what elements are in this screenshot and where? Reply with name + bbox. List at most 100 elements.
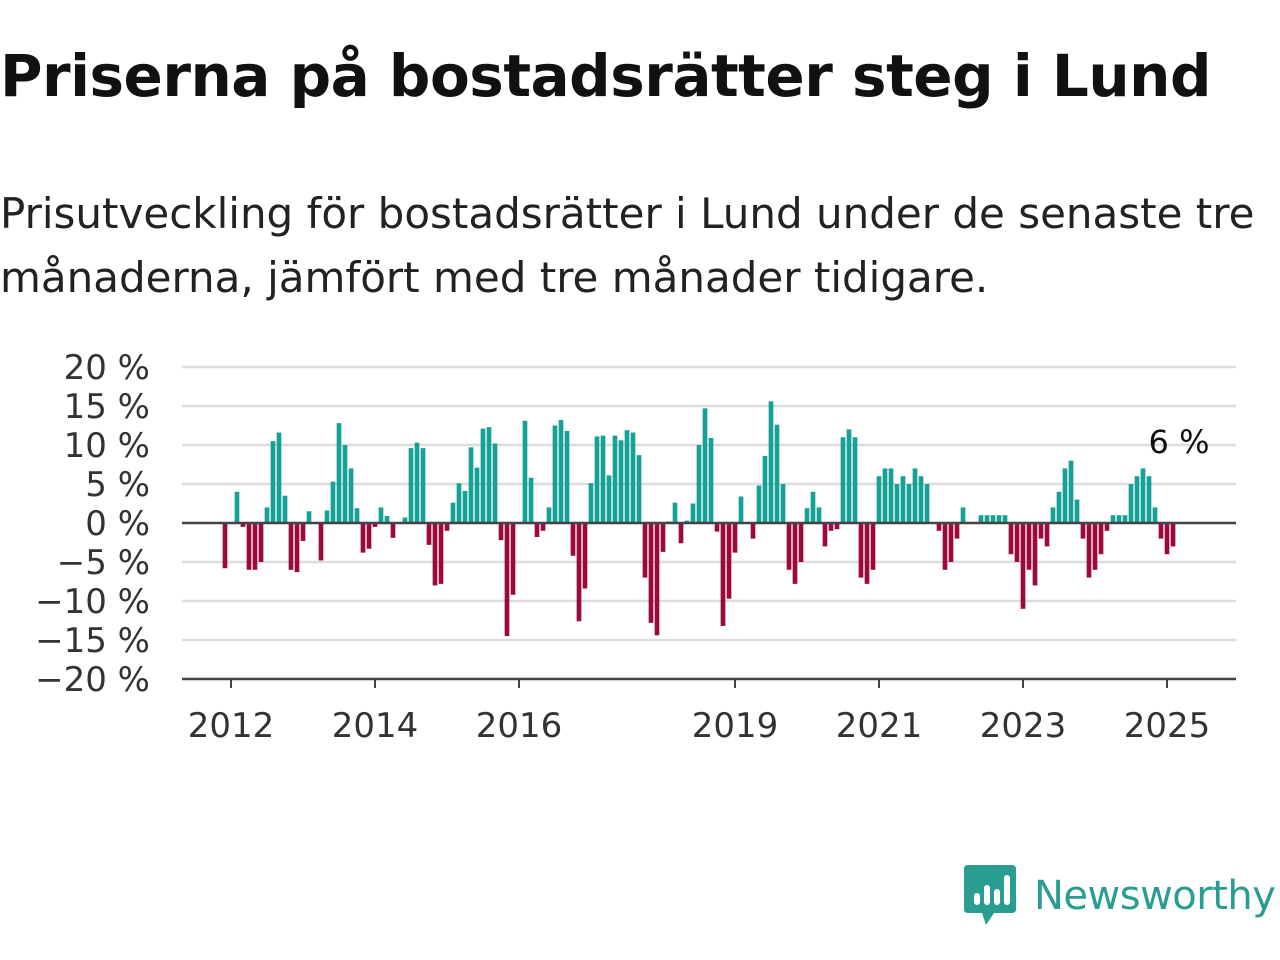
bar	[372, 523, 378, 527]
bar	[258, 523, 264, 562]
bar	[252, 523, 258, 570]
bar	[378, 507, 384, 523]
bar	[612, 435, 618, 523]
bar	[1092, 523, 1098, 570]
bar	[1074, 499, 1080, 523]
bar	[954, 523, 960, 539]
bar	[570, 523, 576, 556]
bar	[390, 523, 396, 538]
bar	[762, 455, 768, 523]
bar	[1014, 523, 1020, 562]
bar	[726, 523, 732, 599]
bar	[540, 523, 546, 531]
bar	[696, 445, 702, 523]
bar	[984, 515, 990, 523]
bar	[582, 523, 588, 589]
bar	[1122, 515, 1128, 523]
bar	[486, 427, 492, 523]
y-tick-label: 20 %	[64, 348, 150, 388]
bar	[1116, 515, 1122, 523]
bar	[576, 523, 582, 622]
bar	[1158, 523, 1164, 539]
y-tick-label: −15 %	[35, 621, 150, 661]
y-axis: 20 %15 %10 %5 %0 %−5 %−10 %−15 %−20 %	[35, 348, 150, 700]
bar	[672, 502, 678, 523]
bar	[264, 507, 270, 523]
bar	[1104, 523, 1110, 531]
bar	[1026, 523, 1032, 570]
x-tick-label: 2021	[836, 706, 923, 746]
value-annotation: 6 %	[1149, 423, 1210, 461]
chart-title: Priserna på bostadsrätter steg i Lund	[0, 42, 1211, 110]
bar	[690, 503, 696, 523]
bar	[456, 483, 462, 523]
bar	[636, 455, 642, 523]
bar	[318, 523, 324, 561]
bar	[702, 408, 708, 523]
bar	[414, 442, 420, 523]
bar	[1110, 515, 1116, 523]
bar	[366, 523, 372, 549]
bar	[300, 523, 306, 541]
bar	[786, 523, 792, 570]
x-tick-label: 2016	[476, 706, 563, 746]
bar	[354, 508, 360, 523]
bar	[294, 523, 300, 573]
bar	[546, 507, 552, 523]
bar	[918, 476, 924, 523]
bar	[1044, 523, 1050, 547]
bar	[450, 502, 456, 523]
y-tick-label: −10 %	[35, 582, 150, 622]
bar	[1008, 523, 1014, 555]
bar	[606, 475, 612, 523]
y-tick-label: 5 %	[85, 465, 150, 505]
bar	[462, 491, 468, 523]
bar	[240, 523, 246, 527]
bar	[630, 432, 636, 523]
bar	[768, 401, 774, 523]
bar	[828, 523, 834, 531]
bar	[1134, 476, 1140, 523]
bar	[846, 429, 852, 523]
bar	[438, 523, 444, 584]
bar	[402, 517, 408, 523]
bar	[900, 476, 906, 523]
bar	[306, 511, 312, 523]
y-tick-label: −20 %	[35, 660, 150, 700]
bar	[468, 447, 474, 523]
bar	[1002, 515, 1008, 523]
bar	[420, 448, 426, 523]
bar	[360, 523, 366, 553]
y-tick-label: −5 %	[57, 543, 150, 583]
bar	[1146, 476, 1152, 523]
bar	[432, 523, 438, 586]
bar	[996, 515, 1002, 523]
bar	[870, 523, 876, 570]
bar	[564, 430, 570, 523]
bar	[780, 484, 786, 523]
bar	[1098, 523, 1104, 555]
bar	[888, 468, 894, 523]
x-tick-label: 2023	[980, 706, 1067, 746]
bar	[708, 437, 714, 523]
chart-subtitle: Prisutveckling för bostadsrätter i Lund …	[0, 189, 1255, 302]
bar	[816, 507, 822, 523]
bar	[528, 477, 534, 523]
bar	[1152, 507, 1158, 523]
x-tick-label: 2019	[692, 706, 779, 746]
bar	[1062, 468, 1068, 523]
x-tick-label: 2025	[1124, 706, 1211, 746]
bar	[330, 481, 336, 523]
y-tick-label: 10 %	[64, 426, 150, 466]
bar	[804, 508, 810, 523]
bar	[654, 523, 660, 636]
x-tick-label: 2012	[188, 706, 275, 746]
bar	[756, 485, 762, 523]
y-tick-label: 15 %	[64, 387, 150, 427]
bar	[444, 523, 450, 531]
brand-name: Newsworthy	[1034, 873, 1276, 919]
bar	[942, 523, 948, 570]
bar	[246, 523, 252, 570]
bar	[678, 523, 684, 544]
bar	[858, 523, 864, 578]
